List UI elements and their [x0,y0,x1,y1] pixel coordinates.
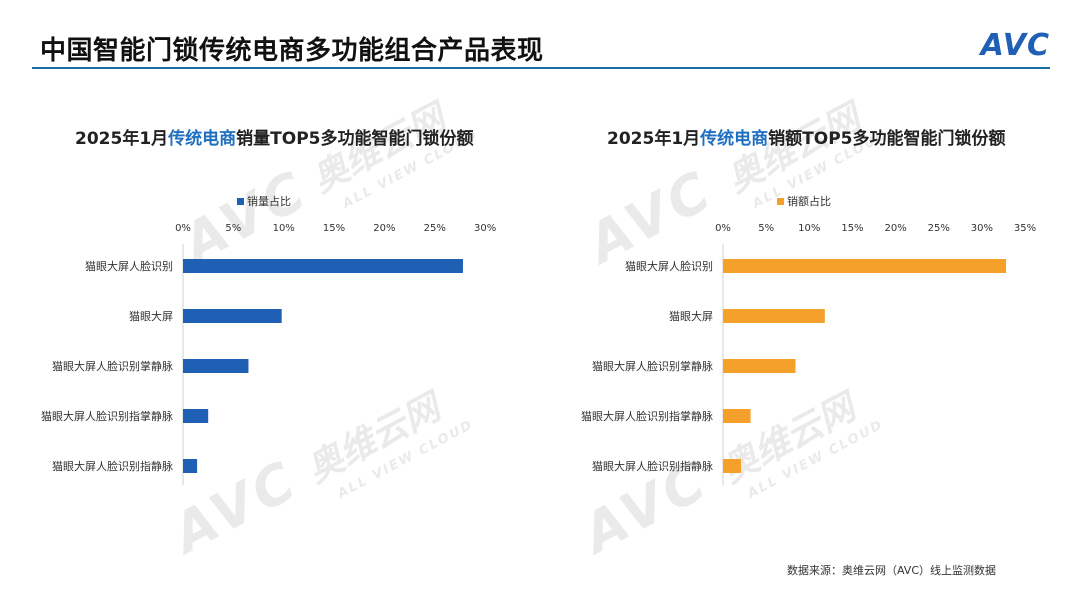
category-label: 猫眼大屏人脸识别指掌静脉 [581,409,713,423]
x-tick-label: 15% [841,223,863,234]
bar [183,309,282,323]
x-tick-label: 10% [273,223,295,234]
legend-label: 销额占比 [787,194,831,208]
chart-title-part: 2025年1月 [607,129,701,149]
bar [183,409,209,423]
category-label: 猫眼大屏 [669,309,713,323]
chart-title-highlight: 传统电商 [168,129,237,149]
x-tick-label: 5% [758,223,774,234]
chart-title-volume: 2025年1月传统电商销量TOP5多功能智能门锁份额 [75,124,474,149]
bar [183,459,198,473]
data-source-note: 数据来源：奥维云网（AVC）线上监测数据 [786,564,996,577]
bar [723,309,825,323]
x-tick-label: 0% [175,223,191,234]
category-label: 猫眼大屏人脸识别掌静脉 [52,359,173,373]
category-label: 猫眼大屏人脸识别指静脉 [592,459,713,473]
bar [183,259,463,273]
revenue-share-chart: 销额占比 0% 5% 10% 15% 20% 25% 30% 35% 猫眼大屏人脸识别猫眼大屏猫眼… [581,194,1036,485]
x-tick-label: 25% [424,223,446,234]
brand-logo: AVC [980,28,1050,63]
bar [723,259,1007,273]
bar [183,359,249,373]
title-divider [32,67,1050,69]
chart-title-highlight: 传统电商 [700,129,769,149]
chart-title-part: 销量TOP5多功能智能门锁份额 [236,129,474,149]
category-label: 猫眼大屏人脸识别指掌静脉 [41,409,173,423]
chart-title-revenue: 2025年1月传统电商销额TOP5多功能智能门锁份额 [607,124,1006,149]
x-tick-label: 35% [1014,223,1036,234]
x-tick-label: 15% [323,223,345,234]
category-label: 猫眼大屏人脸识别掌静脉 [592,359,713,373]
category-label: 猫眼大屏人脸识别 [85,259,173,273]
x-tick-label: 10% [798,223,820,234]
chart-title-part: 销额TOP5多功能智能门锁份额 [768,129,1006,149]
page-title: 中国智能门锁传统电商多功能组合产品表现 [40,36,544,66]
x-tick-label: 30% [474,223,496,234]
category-label: 猫眼大屏 [129,309,173,323]
bar [723,459,742,473]
x-tick-label: 5% [225,223,241,234]
legend-swatch [237,198,244,205]
x-tick-label: 25% [928,223,950,234]
legend-label: 销量占比 [247,194,291,208]
legend-swatch [777,198,784,205]
chart-title-part: 2025年1月 [75,129,169,149]
category-label: 猫眼大屏人脸识别指静脉 [52,459,173,473]
x-tick-label: 0% [715,223,731,234]
category-label: 猫眼大屏人脸识别 [625,259,713,273]
bar [723,409,751,423]
x-tick-label: 20% [373,223,395,234]
volume-share-chart: 销量占比 0% 5% 10% 15% 20% 25% 30% 猫眼大屏人脸识别猫眼大屏猫眼大屏人… [41,194,496,485]
x-tick-label: 30% [971,223,993,234]
bar [723,359,796,373]
x-tick-label: 20% [884,223,906,234]
